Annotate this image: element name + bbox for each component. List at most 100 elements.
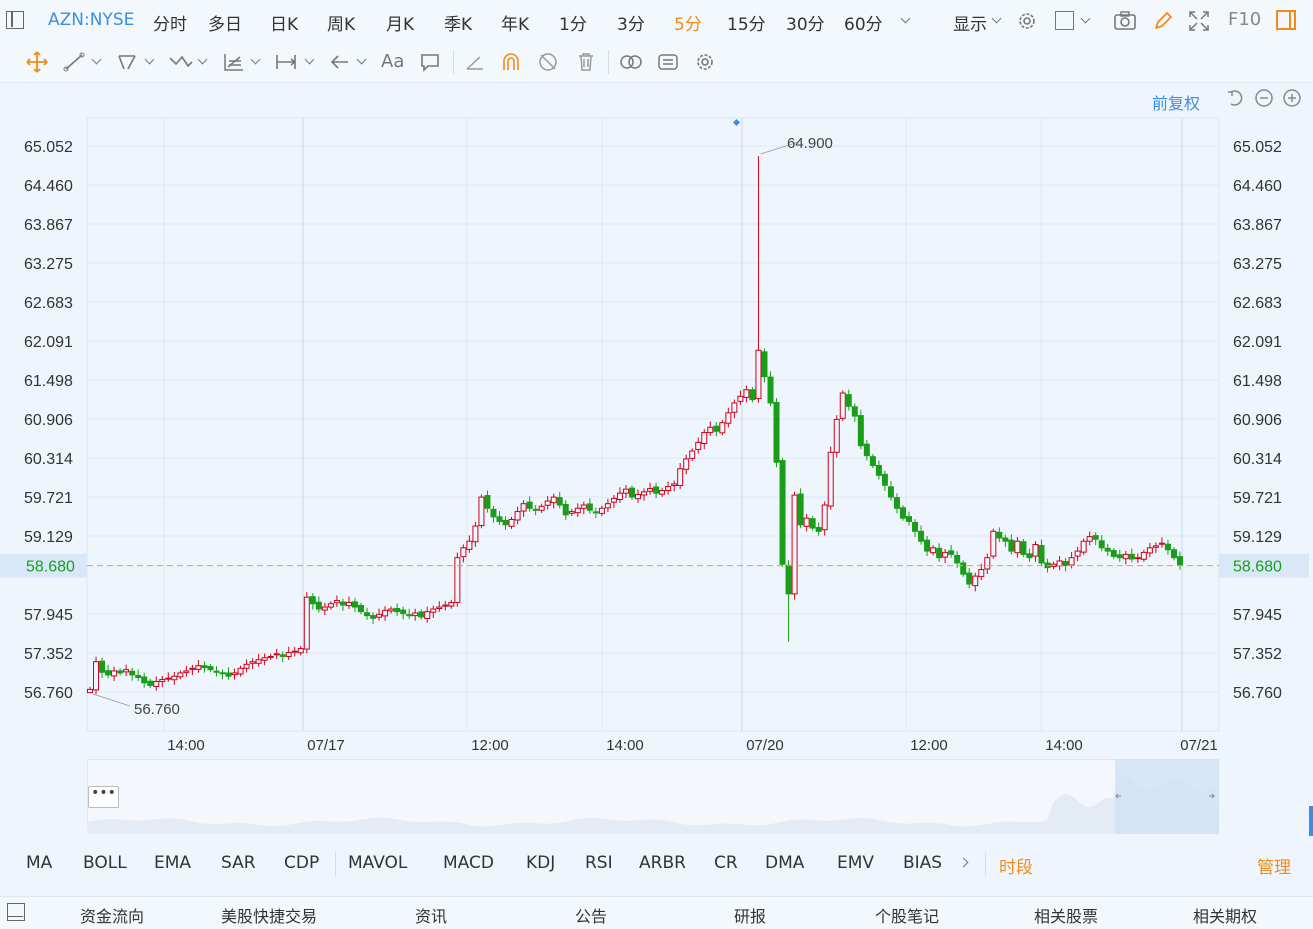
indicator-tab[interactable]: KDJ [526,853,556,873]
comment-tool-icon[interactable] [419,52,441,72]
manage-button[interactable]: 管理 [1257,858,1291,878]
candle-body [851,406,858,417]
candle-body [448,601,455,607]
candle-body [610,497,617,503]
candle-body [394,608,401,613]
range-navigator[interactable] [87,759,1219,834]
candle-body [207,666,214,671]
period-tab[interactable]: 多日 [208,15,242,35]
indicator-tab[interactable]: DMA [765,853,805,873]
layout-square-icon[interactable] [1055,11,1074,30]
candle-body [171,675,178,681]
period-tab[interactable]: 1分 [559,15,587,35]
candle-body [153,680,160,687]
magnet-icon[interactable] [500,51,522,73]
ticker-symbol[interactable]: AZN:NYSE [48,10,135,30]
period-tab[interactable]: 日K [270,15,299,35]
candlestick-chart[interactable]: 65.052 65.052 64.460 64.460 63.867 63.867 63.2… [0,110,1313,760]
arrow-tool-icon[interactable] [329,52,351,72]
candle-body [628,487,635,498]
zoom-out-icon[interactable] [1254,88,1274,108]
session-button[interactable]: 时段 [999,858,1033,878]
candle-body [701,432,708,444]
period-tab[interactable]: 5分 [674,15,702,35]
candle-body [237,667,244,675]
bottom-tab[interactable]: 个股笔记 [875,907,940,926]
candle-body [996,531,1003,539]
indicator-tab[interactable]: CDP [284,853,320,873]
camera-icon[interactable] [1113,10,1137,32]
display-menu[interactable]: 显示 [953,15,987,35]
bottom-tab[interactable]: 研报 [734,907,767,926]
channel-tool-icon[interactable] [116,52,138,72]
adjust-mode-link[interactable]: 前复权 [1152,94,1201,113]
text-tool-icon[interactable]: Aa [381,51,405,72]
indicator-tab[interactable]: RSI [585,853,613,873]
fullscreen-icon[interactable] [1187,9,1211,33]
candle-body [797,493,804,526]
f10-button[interactable]: F10 [1228,9,1262,30]
sync-icon[interactable] [656,51,680,73]
bottom-tab[interactable]: 公告 [575,907,608,926]
indicator-tab[interactable]: MACD [443,853,494,873]
indicator-tab[interactable]: BOLL [83,853,127,873]
panel-toggle-icon[interactable] [1276,10,1296,30]
candle-body [1146,547,1153,554]
candle-body [135,674,142,679]
settings-gear-icon[interactable] [1016,10,1038,32]
candle-body [580,504,587,509]
candle-body [942,551,949,558]
period-tab[interactable]: 季K [444,15,473,35]
period-tab[interactable]: 周K [327,15,356,35]
indicator-tab[interactable]: ARBR [639,853,686,873]
trash-icon[interactable] [575,51,597,73]
indicator-tab[interactable]: EMV [837,853,875,873]
candle-body [869,456,876,466]
indicator-tab[interactable]: SAR [221,853,256,873]
bottom-tab[interactable]: 相关期权 [1193,907,1258,926]
navigator-right-handle [1209,793,1215,799]
candle-body [1122,553,1129,560]
period-tab[interactable]: 年K [501,15,530,35]
bottom-tab[interactable]: 美股快捷交易 [221,907,318,926]
current-price-tag-right [1219,553,1309,578]
collapse-panel-icon[interactable] [7,903,25,921]
candle-body [1002,537,1009,542]
indicator-next-chevron-icon[interactable] [958,857,969,868]
period-tab[interactable]: 月K [386,15,415,35]
move-cursor-icon[interactable] [25,50,49,74]
candle-body [460,547,467,558]
compare-icon[interactable] [618,52,644,72]
period-tab[interactable]: 60分 [844,15,883,35]
undo-icon[interactable] [1225,88,1245,108]
indicator-tab[interactable]: MAVOL [348,853,408,873]
period-tab[interactable]: 3分 [617,15,645,35]
chart-settings-icon[interactable] [694,51,716,73]
candle-body [261,657,268,661]
wave-tool-icon[interactable] [168,52,194,72]
zoom-in-icon[interactable] [1282,88,1302,108]
candle-body [177,672,184,678]
indicator-tab[interactable]: EMA [154,853,192,873]
bottom-tab[interactable]: 相关股票 [1034,907,1099,926]
y-tick-label-left: 62.683 [24,295,73,312]
bottom-tab[interactable]: 资讯 [415,907,448,926]
more-options-button[interactable]: ••• [88,786,119,808]
period-tab[interactable]: 分时 [153,15,187,35]
candle-body [1140,551,1147,560]
candle-body [719,422,726,434]
scrollbar[interactable] [1309,806,1313,836]
period-tab[interactable]: 15分 [727,15,766,35]
measure-tool-icon[interactable] [274,52,298,72]
pencil-icon[interactable] [1151,9,1175,33]
hide-drawings-icon[interactable] [537,51,559,73]
period-tab[interactable]: 30分 [786,15,825,35]
angle-tool-icon[interactable] [464,52,486,72]
sidebar-toggle-icon[interactable] [6,11,24,29]
indicator-tab[interactable]: CR [714,853,738,873]
indicator-tab[interactable]: MA [26,853,53,873]
indicator-tab[interactable]: BIAS [903,853,943,873]
fib-tool-icon[interactable] [222,51,246,73]
line-tool-icon[interactable] [63,52,85,72]
bottom-tab[interactable]: 资金流向 [80,907,145,926]
